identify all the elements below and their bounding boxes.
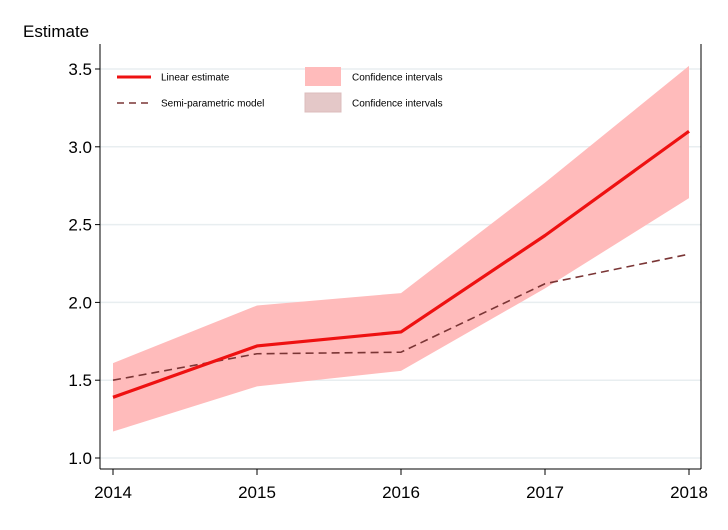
legend-swatch-ci-semiparametric <box>304 92 342 113</box>
ci-band-series-0 <box>113 65 689 432</box>
y-tick-label-1: 1.5 <box>68 371 92 390</box>
legend-label-ci-linear: Confidence intervals <box>352 73 443 84</box>
x-ticks: 2014 2015 2016 2017 2018 <box>94 469 708 502</box>
y-ticks: 1.0 1.5 2.0 2.5 3.0 3.5 <box>68 60 100 468</box>
x-tick-label-0: 2014 <box>94 483 132 502</box>
y-tick-label-5: 3.5 <box>68 60 92 79</box>
legend-label-semiparametric: Semi-parametric model <box>161 99 264 110</box>
x-tick-label-1: 2015 <box>238 483 276 502</box>
x-tick-label-2: 2016 <box>382 483 420 502</box>
legend: Linear estimate Semi-parametric model Co… <box>117 67 443 113</box>
x-tick-label-3: 2017 <box>526 483 564 502</box>
legend-swatch-ci-linear <box>305 67 341 86</box>
x-tick-label-4: 2018 <box>670 483 708 502</box>
legend-label-ci-semiparametric: Confidence intervals <box>352 99 443 110</box>
legend-label-linear: Linear estimate <box>161 73 230 84</box>
y-tick-label-3: 2.5 <box>68 216 92 235</box>
series-line-0 <box>112 129 690 399</box>
y-tick-label-0: 1.0 <box>68 449 92 468</box>
ci-bands <box>113 65 689 432</box>
y-axis-label: Estimate <box>23 22 89 41</box>
series-lines <box>112 129 690 399</box>
y-tick-label-2: 2.0 <box>68 293 92 312</box>
y-tick-label-4: 3.0 <box>68 138 92 157</box>
